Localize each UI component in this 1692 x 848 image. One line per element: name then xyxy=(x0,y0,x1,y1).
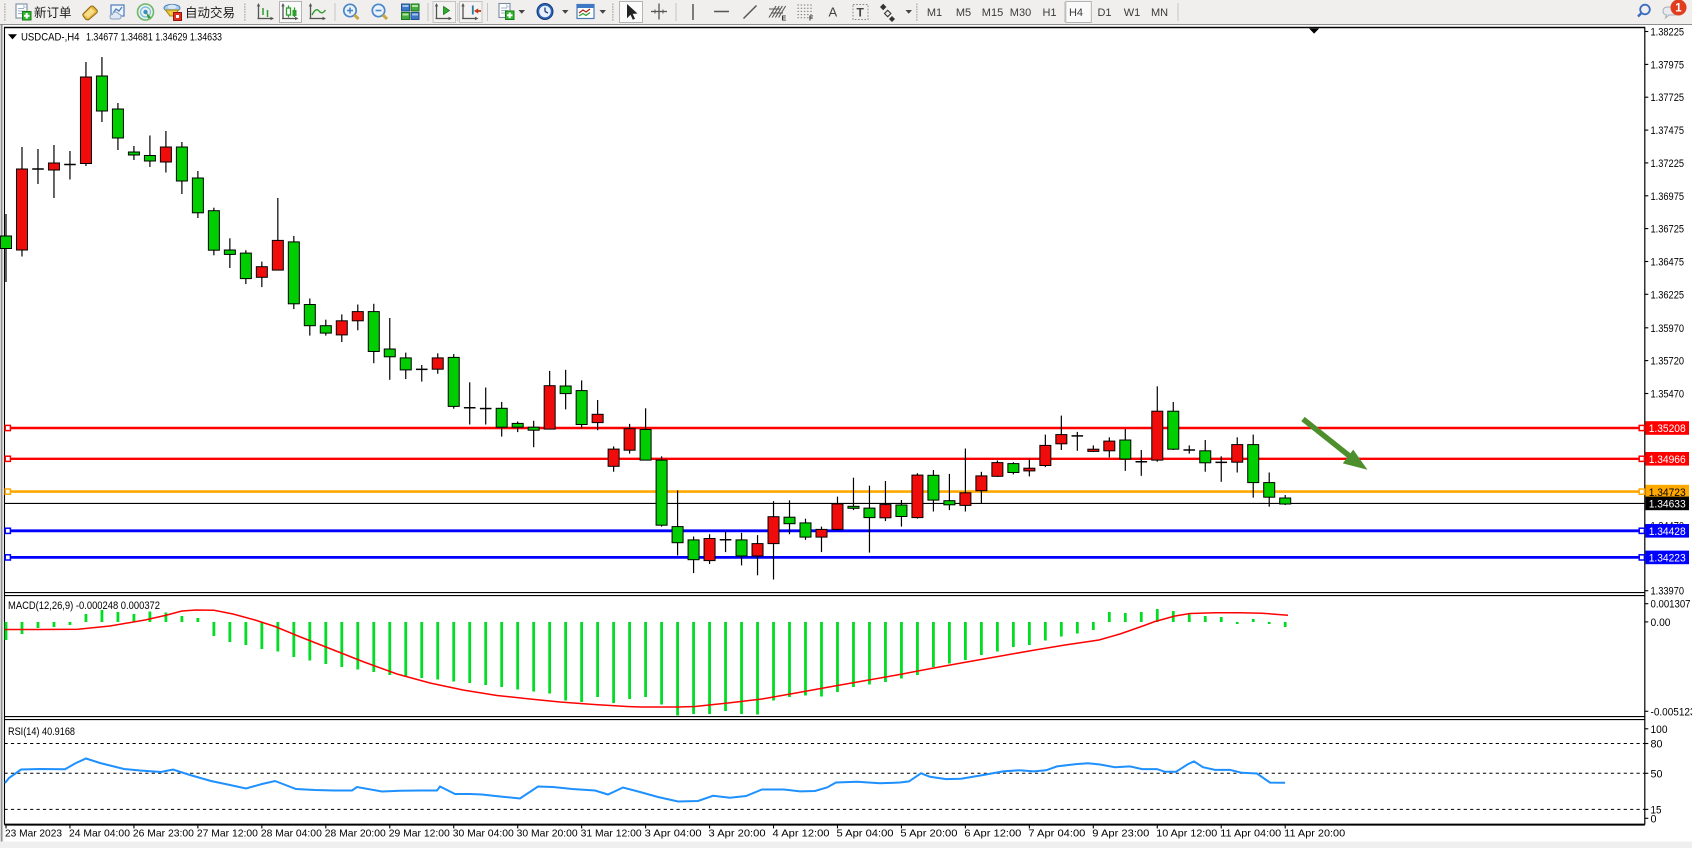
svg-text:11 Apr 20:00: 11 Apr 20:00 xyxy=(1284,828,1345,840)
svg-text:15: 15 xyxy=(1651,804,1662,816)
svg-text:5 Apr 20:00: 5 Apr 20:00 xyxy=(900,828,957,840)
svg-text:3 Apr 04:00: 3 Apr 04:00 xyxy=(645,828,702,840)
svg-text:0: 0 xyxy=(1651,813,1657,825)
svg-text:1.34966: 1.34966 xyxy=(1649,454,1686,466)
svg-text:MN: MN xyxy=(1151,7,1168,19)
svg-text:0.001307: 0.001307 xyxy=(1651,599,1691,611)
svg-text:W1: W1 xyxy=(1124,7,1141,19)
svg-text:50: 50 xyxy=(1651,768,1663,780)
svg-text:30 Mar 04:00: 30 Mar 04:00 xyxy=(453,828,514,840)
svg-text:23 Mar 2023: 23 Mar 2023 xyxy=(5,828,62,840)
svg-text:6 Apr 12:00: 6 Apr 12:00 xyxy=(964,828,1021,840)
svg-text:1.36225: 1.36225 xyxy=(1651,289,1685,301)
svg-text:80: 80 xyxy=(1651,739,1663,751)
svg-text:24 Mar 04:00: 24 Mar 04:00 xyxy=(69,828,130,840)
svg-text:1.33970: 1.33970 xyxy=(1651,586,1685,598)
svg-text:A: A xyxy=(829,5,838,20)
svg-text:F: F xyxy=(809,16,814,23)
svg-text:11 Apr 04:00: 11 Apr 04:00 xyxy=(1220,828,1281,840)
svg-text:-0.005123: -0.005123 xyxy=(1651,706,1692,718)
svg-text:9 Apr 23:00: 9 Apr 23:00 xyxy=(1092,828,1149,840)
svg-text:D1: D1 xyxy=(1097,7,1111,19)
svg-text:26 Mar 23:00: 26 Mar 23:00 xyxy=(133,828,194,840)
svg-text:1.34633: 1.34633 xyxy=(1649,499,1686,511)
svg-text:USDCAD-,H4: USDCAD-,H4 xyxy=(21,32,80,44)
svg-text:H1: H1 xyxy=(1042,7,1056,19)
svg-text:10 Apr 12:00: 10 Apr 12:00 xyxy=(1156,828,1217,840)
svg-text:M5: M5 xyxy=(956,7,971,19)
svg-text:1.34223: 1.34223 xyxy=(1649,553,1686,565)
svg-text:M15: M15 xyxy=(982,7,1003,19)
svg-text:4 Apr 12:00: 4 Apr 12:00 xyxy=(773,828,830,840)
svg-text:T: T xyxy=(857,6,865,20)
svg-text:1.36975: 1.36975 xyxy=(1651,191,1685,203)
svg-text:自动交易: 自动交易 xyxy=(185,5,235,20)
svg-text:新订单: 新订单 xyxy=(34,5,72,20)
svg-text:H4: H4 xyxy=(1069,7,1083,19)
svg-text:7 Apr 04:00: 7 Apr 04:00 xyxy=(1028,828,1085,840)
svg-text:1.34428: 1.34428 xyxy=(1649,526,1686,538)
svg-text:0.00: 0.00 xyxy=(1651,617,1671,629)
svg-text:M1: M1 xyxy=(927,7,942,19)
svg-text:1.35970: 1.35970 xyxy=(1651,323,1685,335)
svg-text:31 Mar 12:00: 31 Mar 12:00 xyxy=(581,828,642,840)
svg-text:1: 1 xyxy=(1675,3,1682,15)
svg-text:1.37225: 1.37225 xyxy=(1651,158,1685,170)
svg-text:1.36725: 1.36725 xyxy=(1651,224,1685,236)
svg-text:3 Apr 20:00: 3 Apr 20:00 xyxy=(709,828,766,840)
svg-text:1.34677 1.34681 1.34629 1.3463: 1.34677 1.34681 1.34629 1.34633 xyxy=(86,32,222,44)
svg-text:1.35720: 1.35720 xyxy=(1651,356,1685,368)
svg-text:100: 100 xyxy=(1651,724,1668,736)
svg-text:1.37475: 1.37475 xyxy=(1651,125,1685,137)
svg-text:30 Mar 20:00: 30 Mar 20:00 xyxy=(517,828,578,840)
svg-text:28 Mar 20:00: 28 Mar 20:00 xyxy=(325,828,386,840)
svg-text:RSI(14) 40.9168: RSI(14) 40.9168 xyxy=(8,726,75,738)
svg-text:1.35470: 1.35470 xyxy=(1651,389,1685,401)
svg-text:5 Apr 04:00: 5 Apr 04:00 xyxy=(836,828,893,840)
svg-text:1.37725: 1.37725 xyxy=(1651,92,1685,104)
svg-text:28 Mar 04:00: 28 Mar 04:00 xyxy=(261,828,322,840)
svg-text:M30: M30 xyxy=(1010,7,1031,19)
svg-text:29 Mar 12:00: 29 Mar 12:00 xyxy=(389,828,450,840)
svg-text:1.37975: 1.37975 xyxy=(1651,59,1685,71)
svg-text:1.36475: 1.36475 xyxy=(1651,257,1685,269)
svg-text:1.35208: 1.35208 xyxy=(1649,423,1686,435)
svg-text:E: E xyxy=(782,16,787,23)
svg-text:27 Mar 12:00: 27 Mar 12:00 xyxy=(197,828,258,840)
svg-text:1.34723: 1.34723 xyxy=(1649,487,1686,499)
svg-text:1.38225: 1.38225 xyxy=(1651,27,1685,39)
svg-text:MACD(12,26,9) -0.000248 0.0003: MACD(12,26,9) -0.000248 0.000372 xyxy=(8,600,160,612)
